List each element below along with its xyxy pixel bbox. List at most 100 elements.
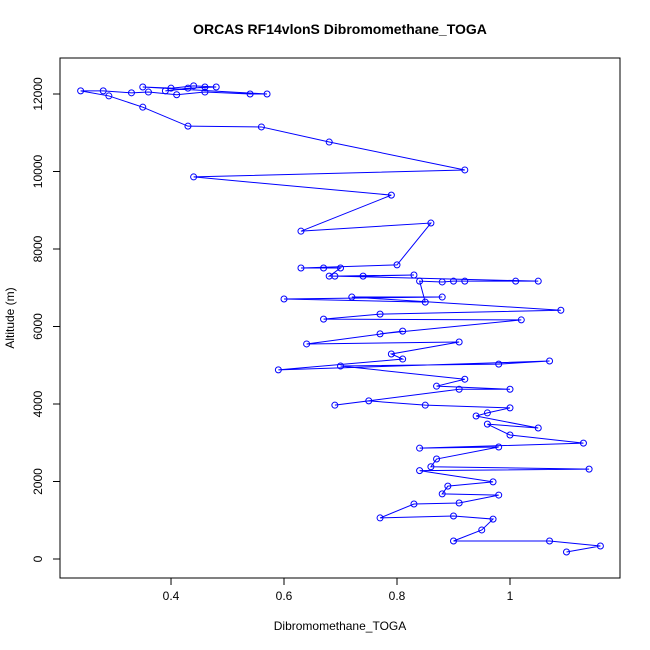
data-point <box>483 420 491 428</box>
data-point <box>320 315 328 323</box>
data-point <box>257 123 265 131</box>
data-point <box>77 87 85 95</box>
data-point <box>325 138 333 146</box>
data-point <box>450 512 458 520</box>
data-point <box>376 310 384 318</box>
y-tick-label: 4000 <box>31 390 45 417</box>
data-point <box>416 444 424 452</box>
data-point <box>557 306 565 314</box>
data-point <box>167 84 175 92</box>
data-point <box>444 482 452 490</box>
data-point <box>376 330 384 338</box>
data-point <box>455 385 463 393</box>
data-point <box>376 514 384 522</box>
data-point <box>489 515 497 523</box>
data-point <box>506 385 514 393</box>
data-point <box>263 90 271 98</box>
data-point <box>450 277 458 285</box>
y-axis-label: Altitude (m) <box>3 287 17 348</box>
data-point <box>455 338 463 346</box>
data-point <box>201 83 209 91</box>
data-point <box>337 362 345 370</box>
data-point <box>297 227 305 235</box>
data-point <box>585 465 593 473</box>
data-point <box>438 293 446 301</box>
x-tick-label: 0.4 <box>163 589 180 603</box>
data-point <box>483 409 491 417</box>
y-tick-label: 6000 <box>31 313 45 340</box>
data-point <box>399 355 407 363</box>
x-tick-label: 0.6 <box>276 589 293 603</box>
data-point <box>246 90 254 98</box>
data-point <box>387 350 395 358</box>
data-point <box>596 542 604 550</box>
data-point <box>506 404 514 412</box>
y-tick-label: 10000 <box>31 154 45 188</box>
data-point <box>562 548 570 556</box>
data-point <box>461 166 469 174</box>
data-point <box>212 83 220 91</box>
y-tick-label: 12000 <box>31 77 45 111</box>
data-point <box>427 219 435 227</box>
data-point <box>478 526 486 534</box>
data-point <box>489 478 497 486</box>
data-point <box>438 490 446 498</box>
data-point <box>461 375 469 383</box>
data-point <box>495 491 503 499</box>
data-point <box>410 271 418 279</box>
data-point <box>410 500 418 508</box>
data-point <box>297 264 305 272</box>
data-point <box>280 295 288 303</box>
data-point <box>359 272 367 280</box>
data-point <box>393 261 401 269</box>
data-point <box>303 340 311 348</box>
data-point <box>127 89 135 97</box>
data-point <box>433 455 441 463</box>
data-point <box>416 467 424 475</box>
chart-title: ORCAS RF14vlonS Dibromomethane_TOGA <box>193 21 487 37</box>
data-point <box>320 264 328 272</box>
data-point <box>139 103 147 111</box>
data-point <box>139 83 147 91</box>
data-point <box>325 272 333 280</box>
data-point <box>450 537 458 545</box>
data-point <box>427 463 435 471</box>
data-point <box>144 88 152 96</box>
data-point <box>421 298 429 306</box>
data-point <box>472 412 480 420</box>
y-tick-label: 2000 <box>31 468 45 495</box>
x-tick-label: 1 <box>507 589 514 603</box>
data-point <box>184 84 192 92</box>
data-point <box>161 87 169 95</box>
data-point <box>190 173 198 181</box>
data-point <box>433 382 441 390</box>
data-point <box>495 360 503 368</box>
data-point <box>517 316 525 324</box>
data-point <box>534 277 542 285</box>
data-point <box>546 357 554 365</box>
data-point <box>421 401 429 409</box>
data-point <box>190 82 198 90</box>
y-tick-label: 0 <box>31 555 45 562</box>
data-point <box>365 397 373 405</box>
data-point <box>274 366 282 374</box>
data-point <box>99 87 107 95</box>
data-line <box>80 85 601 553</box>
data-point <box>461 277 469 285</box>
data-point <box>348 293 356 301</box>
data-point <box>512 277 520 285</box>
data-point <box>506 431 514 439</box>
data-point <box>184 122 192 130</box>
data-point <box>455 499 463 507</box>
data-point <box>416 277 424 285</box>
data-point <box>173 91 181 99</box>
data-point <box>579 439 587 447</box>
data-point <box>546 537 554 545</box>
y-tick-label: 8000 <box>31 235 45 262</box>
data-point <box>337 264 345 272</box>
data-point <box>534 424 542 432</box>
data-point <box>105 92 113 100</box>
data-point <box>399 327 407 335</box>
data-point <box>201 88 209 96</box>
